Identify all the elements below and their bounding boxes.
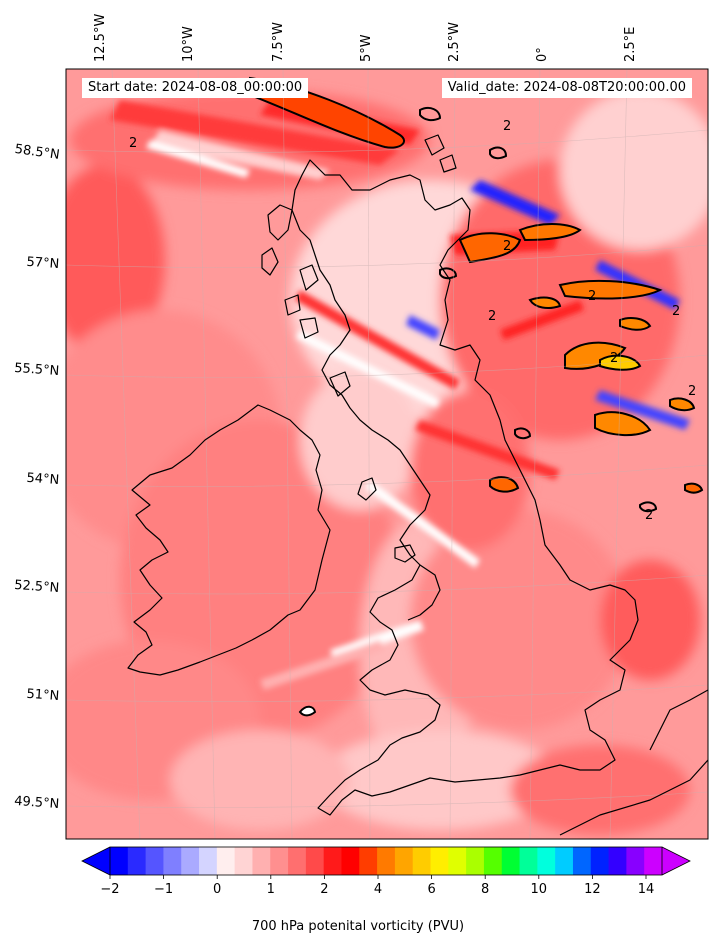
contour-label: 2 bbox=[688, 384, 696, 399]
colorbar-cell bbox=[199, 847, 218, 875]
contour-label: 2 bbox=[672, 304, 680, 319]
colorbar-cell bbox=[430, 847, 449, 875]
colorbar: −2 −1 0 1 2 4 6 8 10 12 14 bbox=[81, 846, 691, 897]
colorbar-cell bbox=[252, 847, 271, 875]
contour-label: 2 bbox=[129, 136, 137, 151]
coastlines bbox=[127, 134, 708, 836]
colorbar-tick-label: 0 bbox=[213, 882, 221, 897]
colorbar-cell bbox=[448, 847, 467, 875]
colorbar-cell bbox=[234, 847, 254, 875]
lon-label: 10°W bbox=[181, 26, 196, 62]
colorbar-cell bbox=[644, 847, 663, 875]
colorbar-cell bbox=[466, 847, 485, 875]
colorbar-cell bbox=[341, 847, 360, 875]
contour-label: 2 bbox=[503, 239, 511, 254]
latitude-labels: 58.5°N 57°N 55.5°N 54°N 52.5°N 51°N 49.5… bbox=[14, 142, 61, 812]
colorbar-cell bbox=[483, 847, 503, 875]
colorbar-cell bbox=[394, 847, 414, 875]
colorbar-extend-low bbox=[82, 847, 110, 875]
lon-label: 5°W bbox=[359, 34, 374, 62]
contour-label: 2 bbox=[610, 351, 618, 366]
colorbar-cell bbox=[305, 847, 325, 875]
colorbar-tick-label: 1 bbox=[267, 882, 275, 897]
colorbar-tick-label: −2 bbox=[100, 882, 119, 897]
colorbar-cell bbox=[216, 847, 236, 875]
colorbar-cell bbox=[127, 847, 147, 875]
colorbar-cell bbox=[501, 847, 521, 875]
lat-label: 51°N bbox=[26, 687, 60, 704]
colorbar-tick-label: 10 bbox=[531, 882, 548, 897]
colorbar-frame bbox=[109, 846, 663, 876]
colorbar-tick-label: 2 bbox=[320, 882, 328, 897]
colorbar-cell bbox=[163, 847, 182, 875]
colorbar-cell bbox=[359, 847, 378, 875]
colorbar-cell bbox=[145, 847, 165, 875]
colorbar-cell bbox=[181, 847, 200, 875]
lon-label: 2.5°W bbox=[447, 22, 462, 62]
colorbar-tick-label: 4 bbox=[374, 882, 382, 897]
longitude-labels: 12.5°W 10°W 7.5°W 5°W 2.5°W 0° 2.5°E bbox=[93, 14, 638, 62]
colorbar-extend-high bbox=[662, 847, 690, 875]
contour-label: 2 bbox=[488, 309, 496, 324]
valid-date-label: Valid_date: 2024-08-08T20:00:00.00 bbox=[441, 78, 692, 98]
colorbar-cell bbox=[519, 847, 538, 875]
contour-label: 2 bbox=[588, 289, 596, 304]
contour-label: 2 bbox=[503, 119, 511, 134]
lon-label: 7.5°W bbox=[271, 22, 286, 62]
lat-label: 49.5°N bbox=[14, 794, 60, 812]
lon-label: 0° bbox=[535, 47, 550, 62]
colorbar-cell bbox=[288, 847, 307, 875]
lat-label: 57°N bbox=[26, 255, 60, 272]
colorbar-cell bbox=[537, 847, 556, 875]
lat-label: 55.5°N bbox=[14, 361, 60, 379]
colorbar-cell bbox=[323, 847, 343, 875]
map-border bbox=[65, 68, 709, 840]
colorbar-tick-label: 8 bbox=[481, 882, 489, 897]
colorbar-cell bbox=[270, 847, 289, 875]
start-date-label: Start date: 2024-08-08_00:00:00 bbox=[82, 78, 309, 98]
britain-coast bbox=[291, 159, 639, 816]
colorbar-label: 700 hPa potenital vorticity (PVU) bbox=[251, 919, 465, 934]
colorbar-tick-label: 6 bbox=[427, 882, 435, 897]
colorbar-cell bbox=[377, 847, 396, 875]
pv-field: 2 2 2 2 2 2 2 2 2 bbox=[66, 69, 708, 839]
colorbar-cell bbox=[110, 847, 129, 875]
colorbar-tick-label: 14 bbox=[638, 882, 655, 897]
colorbar-tick-label: −1 bbox=[154, 882, 173, 897]
colorbar-cell bbox=[572, 847, 592, 875]
ireland-coast bbox=[127, 404, 331, 676]
lat-label: 54°N bbox=[26, 471, 60, 488]
colorbar-cell bbox=[412, 847, 432, 875]
graticule bbox=[66, 69, 708, 839]
colorbar-cell bbox=[555, 847, 574, 875]
colorbar-cell bbox=[626, 847, 645, 875]
contour-labels: 2 2 2 2 2 2 2 2 2 bbox=[129, 119, 696, 523]
colorbar-cell bbox=[590, 847, 610, 875]
lat-label: 58.5°N bbox=[14, 142, 61, 163]
colorbar-cell bbox=[608, 847, 627, 875]
lat-label: 52.5°N bbox=[14, 578, 60, 596]
contour-label: 2 bbox=[645, 508, 653, 523]
lon-label: 2.5°E bbox=[623, 27, 638, 62]
colorbar-tick-label: 12 bbox=[584, 882, 601, 897]
lon-label: 12.5°W bbox=[93, 14, 108, 62]
